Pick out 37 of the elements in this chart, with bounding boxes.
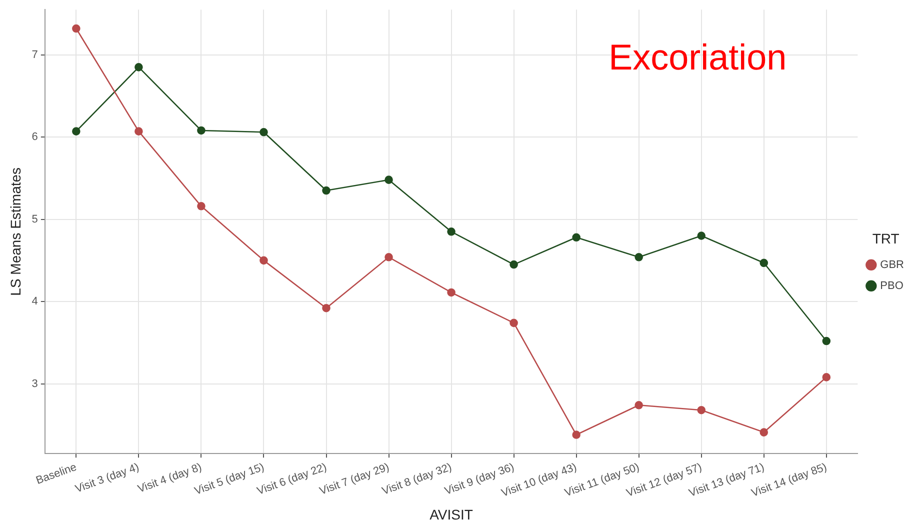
point	[572, 233, 580, 242]
point	[197, 126, 206, 135]
point	[572, 430, 580, 439]
point	[510, 318, 518, 328]
point	[697, 232, 706, 240]
point	[697, 406, 706, 414]
legend-label: PBO	[880, 280, 904, 292]
point	[322, 304, 330, 312]
point	[760, 428, 768, 436]
y-tick-label: 7	[32, 48, 38, 61]
point	[760, 258, 768, 268]
point	[822, 373, 831, 382]
legend-label: GBR	[880, 258, 904, 271]
y-tick-label: 3	[32, 378, 38, 390]
point	[384, 176, 393, 184]
point	[322, 186, 330, 195]
point	[134, 63, 143, 72]
point	[447, 227, 456, 236]
point	[447, 288, 456, 297]
x-axis-title: AVISIT	[430, 506, 474, 522]
y-tick-label: 4	[32, 296, 38, 308]
y-axis-title: LS Means Estimates	[7, 167, 24, 296]
point	[197, 202, 206, 210]
point	[260, 256, 268, 265]
point	[384, 252, 393, 262]
y-tick-label: 5	[32, 213, 38, 226]
point	[72, 24, 80, 33]
annotation: Excoriation	[608, 36, 787, 78]
y-tick-label: 6	[32, 131, 38, 144]
point	[510, 260, 518, 269]
point	[634, 252, 643, 262]
legend-title: TRT	[872, 230, 900, 246]
point	[822, 336, 831, 346]
point	[134, 127, 143, 136]
point	[634, 401, 643, 410]
point	[260, 128, 268, 136]
point	[72, 127, 80, 136]
